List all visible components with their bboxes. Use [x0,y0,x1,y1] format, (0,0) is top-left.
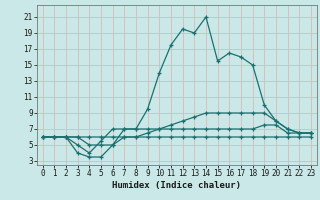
X-axis label: Humidex (Indice chaleur): Humidex (Indice chaleur) [112,181,241,190]
